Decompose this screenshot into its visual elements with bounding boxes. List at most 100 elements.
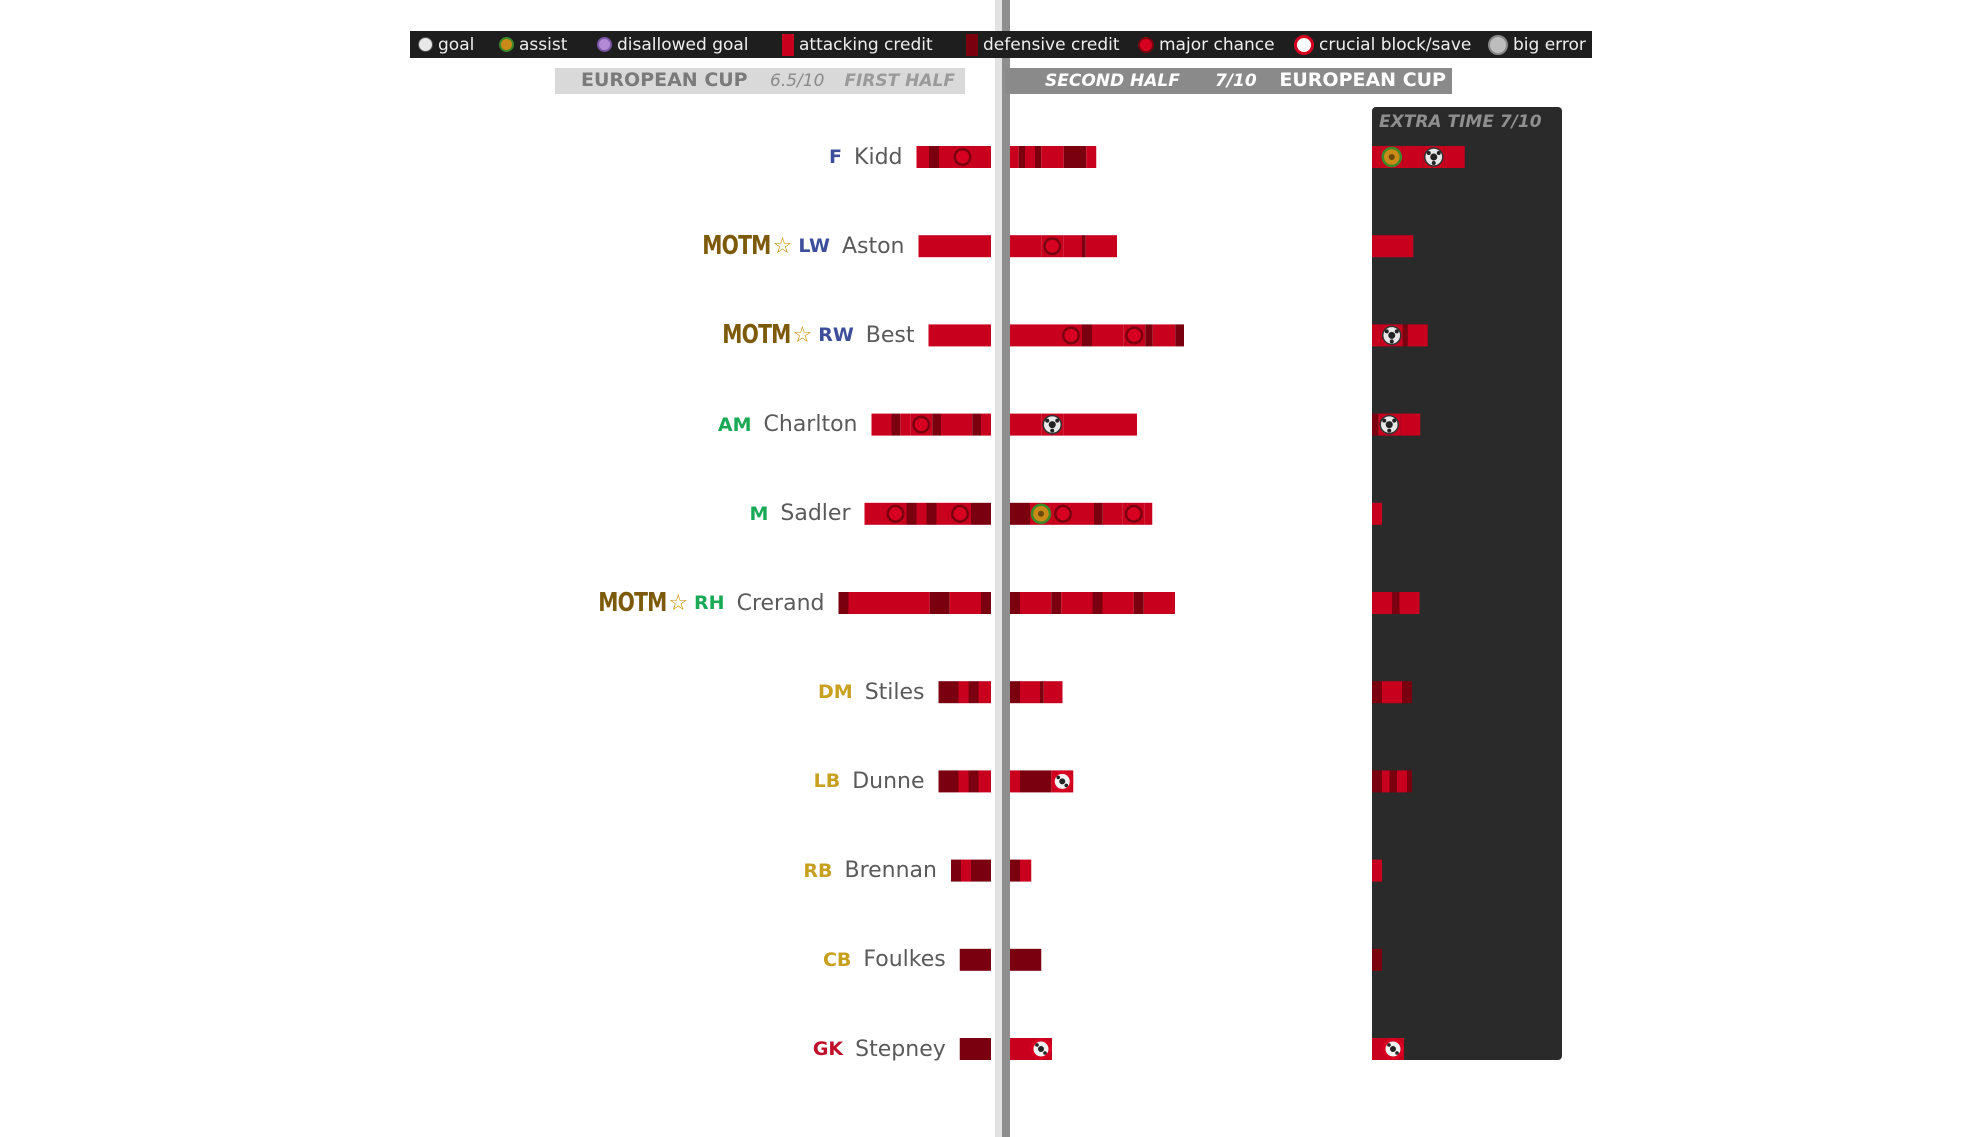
first-half-attacking-segment: [848, 592, 930, 614]
first-half-defensive-segment: [929, 146, 939, 168]
first-half-attacking-segment: [958, 770, 969, 793]
legend-label: assist: [519, 34, 568, 55]
extra-time-attacking-segment: [1372, 235, 1414, 258]
chance-dot: [889, 507, 902, 521]
chance-dot: [1127, 507, 1141, 521]
motm-badge: MOTM: [597, 588, 667, 618]
player-label-foulkes: CB Foulkes: [823, 940, 946, 980]
ball-patch: [1048, 421, 1056, 429]
goal-icon: [1382, 325, 1402, 346]
star-icon: ☆: [792, 322, 813, 348]
player-name: Aston: [841, 233, 905, 259]
player-position: LB: [813, 770, 841, 793]
first-half-attacking-segment: [978, 770, 991, 793]
extra-time-attacking-segment: [1372, 592, 1392, 614]
block-icon: [1030, 1038, 1052, 1060]
second-half-attacking-segment: [1010, 413, 1042, 436]
center-axis-light: [995, 0, 1003, 1137]
chance-dot: [914, 418, 928, 432]
assist-icon: [499, 37, 514, 52]
block-patch: [1038, 1046, 1044, 1052]
first-half-label: FIRST HALF: [844, 71, 955, 91]
player-name: Dunne: [852, 768, 925, 794]
block-patch: [1395, 1051, 1399, 1055]
extra-time-defensive-segment: [1389, 770, 1397, 793]
star-icon: ☆: [668, 590, 689, 616]
goal-icon: [1042, 414, 1062, 435]
ball-patch: [1431, 161, 1436, 165]
first-half-defensive-segment: [891, 413, 901, 436]
first-half-attacking-segment: [864, 502, 885, 525]
second-half-attacking-segment: [1063, 413, 1137, 436]
player-name: Stepney: [855, 1036, 946, 1062]
chance-icon: [1054, 504, 1072, 523]
first-half-competition: EUROPEAN CUP: [581, 69, 748, 91]
first-half-attacking-segment: [961, 859, 971, 882]
legend-label: attacking credit: [799, 34, 933, 55]
extra-time-defensive-segment: [1372, 413, 1379, 436]
first-half-defensive-segment: [972, 413, 981, 436]
legend-label: goal: [438, 34, 475, 55]
ball-patch: [1394, 329, 1399, 334]
first-half-attacking-segment: [981, 413, 991, 436]
first-half-defensive-segment: [838, 592, 849, 614]
second-half-attacking-segment: [1085, 235, 1117, 258]
chance-icon: [1125, 326, 1144, 345]
first-half-defensive-segment: [938, 770, 959, 793]
block-patch: [1059, 778, 1066, 785]
second-half-attacking-segment: [1143, 592, 1175, 614]
second-half-defensive-segment: [1020, 770, 1052, 793]
second-half-defensive-segment: [1018, 146, 1025, 168]
second-half-defensive-segment: [1010, 859, 1020, 882]
first-half-attacking-segment: [936, 502, 949, 525]
second-half-defensive-segment: [1035, 146, 1042, 168]
motm-badge: MOTM: [722, 320, 791, 351]
extra-time-attacking-segment: [1382, 770, 1390, 793]
chance-dot: [956, 150, 969, 164]
star-icon: ☆: [772, 233, 793, 259]
goal-icon: [1379, 414, 1399, 435]
extra-time-attacking-segment: [1400, 413, 1421, 436]
player-label-dunne: LB Dunne: [814, 761, 925, 801]
first-half-header: EUROPEAN CUP 6.5/10 FIRST HALF: [555, 68, 965, 94]
ball-patch: [1382, 418, 1387, 423]
first-half-defensive-segment: [971, 502, 991, 525]
first-half-attacking-segment: [928, 324, 991, 347]
ball-patch: [1389, 339, 1394, 344]
block-patch: [1043, 1051, 1047, 1055]
player-position: LW: [798, 235, 830, 258]
extra-time-attacking-segment: [1372, 502, 1382, 525]
second-half-defensive-segment: [1051, 592, 1062, 614]
extra-time-defensive-segment: [1407, 770, 1412, 793]
player-label-charlton: AM Charlton: [718, 405, 858, 445]
def-icon: [966, 33, 978, 56]
att-icon: [782, 33, 794, 56]
second-half-attacking-segment: [1043, 681, 1063, 704]
second-half-attacking-segment: [1041, 146, 1064, 168]
chance-icon: [1138, 36, 1154, 53]
player-name: Best: [865, 322, 915, 348]
second-half-attacking-segment: [1102, 592, 1134, 614]
chance-dot: [1056, 507, 1070, 521]
legend-item-assist: assist: [499, 31, 567, 58]
player-position: RB: [803, 859, 833, 882]
first-half-defensive-segment: [906, 502, 917, 525]
player-position: M: [749, 502, 769, 525]
extra-time-defensive-segment: [1372, 681, 1382, 704]
first-half-defensive-segment: [932, 413, 941, 436]
second-half-defensive-segment: [1010, 681, 1020, 704]
extra-time-defensive-segment: [1372, 948, 1382, 971]
legend-item-disallowed: disallowed goal: [597, 31, 749, 58]
goal-icon: [418, 37, 433, 52]
first-half-attacking-segment: [941, 413, 973, 436]
block-patch: [1387, 1043, 1391, 1047]
chance-dot: [1064, 328, 1078, 342]
extra-time-attacking-segment: [1407, 324, 1428, 347]
player-position: DM: [818, 681, 853, 704]
first-half-defensive-segment: [968, 681, 979, 704]
second-half-attacking-segment: [1010, 324, 1060, 347]
ball-patch: [1050, 428, 1055, 433]
ball-patch: [1426, 151, 1431, 155]
disallowed-icon: [597, 37, 612, 52]
